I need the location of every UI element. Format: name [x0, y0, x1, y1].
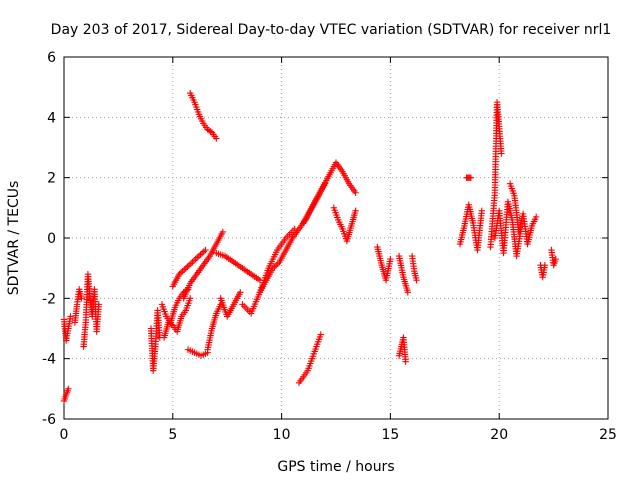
y-tick-label: 2	[47, 171, 56, 187]
data-point	[352, 189, 359, 196]
x-axis-label: GPS time / hours	[277, 459, 394, 475]
data-point	[413, 277, 420, 284]
data-point	[67, 313, 74, 320]
data-point	[352, 207, 359, 215]
data-point	[198, 249, 206, 257]
data-point	[189, 258, 196, 266]
data-point	[200, 248, 208, 255]
data-point	[402, 358, 409, 365]
data-point	[219, 228, 227, 236]
data-point	[552, 255, 559, 263]
data-point	[404, 289, 412, 296]
data-point	[194, 254, 201, 261]
x-tick-label: 25	[599, 427, 617, 443]
x-tick-label: 10	[273, 427, 291, 443]
y-tick-label: -6	[42, 412, 56, 428]
x-tick-label: 5	[168, 427, 177, 443]
data-point	[213, 135, 220, 142]
data-points	[60, 90, 559, 405]
data-point	[95, 301, 103, 308]
data-point	[541, 261, 549, 269]
data-point	[78, 295, 85, 302]
data-point	[478, 207, 485, 215]
data-point	[187, 260, 194, 267]
data-point	[65, 385, 72, 393]
data-point	[387, 255, 394, 263]
data-point	[190, 257, 198, 264]
data-point	[181, 266, 188, 273]
x-tick-label: 15	[381, 427, 399, 443]
data-point	[237, 289, 244, 296]
data-point	[272, 261, 280, 269]
y-tick-label: 0	[47, 231, 56, 247]
data-point	[187, 295, 194, 302]
data-point	[498, 150, 505, 157]
data-point	[317, 331, 324, 338]
data-point	[467, 174, 475, 181]
y-tick-label: 6	[47, 50, 56, 66]
x-tick-label: 0	[60, 427, 69, 443]
data-point	[192, 255, 199, 263]
data-point	[182, 264, 190, 272]
data-point	[202, 246, 209, 254]
x-tick-label: 20	[490, 427, 508, 443]
y-tick-label: -2	[42, 291, 56, 307]
data-point	[207, 128, 214, 135]
y-axis-label: SDTVAR / TECUs	[6, 181, 22, 296]
chart-title: Day 203 of 2017, Sidereal Day-to-day VTE…	[51, 22, 612, 38]
y-tick-label: 4	[47, 110, 56, 126]
data-point	[184, 263, 191, 270]
data-point	[197, 251, 204, 258]
data-point	[532, 213, 540, 221]
plot-frame	[63, 56, 609, 420]
data-point	[179, 267, 186, 275]
axis-ticks: 0 5 10 15 20 25 -6 -4 -2 0 2 4 6	[42, 50, 617, 443]
y-tick-label: -4	[42, 352, 56, 368]
data-point	[185, 261, 193, 269]
data-point	[195, 252, 203, 260]
data-point	[168, 321, 175, 328]
